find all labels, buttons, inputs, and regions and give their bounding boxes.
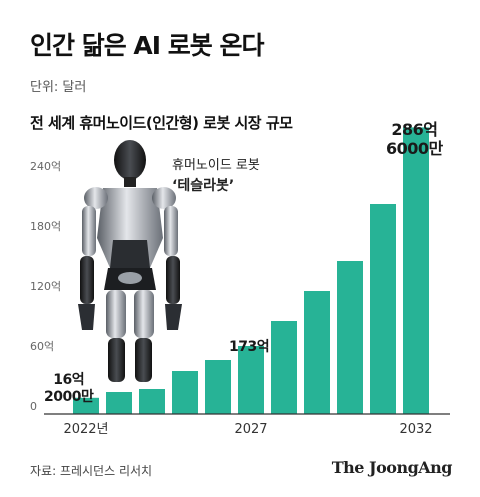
bar-2027 bbox=[238, 346, 264, 414]
robot-caption: 휴머노이드 로봇 ‘테슬라봇’ bbox=[172, 156, 260, 196]
robot-illustration bbox=[78, 140, 182, 382]
x-tick-label: 2022년 bbox=[63, 422, 108, 437]
y-tick-label: 240억 bbox=[30, 160, 61, 173]
callout-2027: 173억 bbox=[229, 339, 270, 355]
callout-2022-line2: 2000만 bbox=[44, 389, 94, 405]
bar-2032 bbox=[403, 127, 429, 415]
callout-2022-line1: 16억 bbox=[53, 372, 85, 388]
y-tick-label: 120억 bbox=[30, 280, 61, 293]
publisher-logo: The JoongAng bbox=[331, 458, 453, 477]
callout-2032-line1: 286억 bbox=[391, 120, 438, 139]
bar-2026 bbox=[205, 360, 231, 414]
robot-caption-name: ‘테슬라봇’ bbox=[172, 178, 235, 194]
bar-2029 bbox=[304, 291, 330, 414]
callout-2032-line2: 6000만 bbox=[386, 139, 443, 158]
callout-2022: 16억 2000만 bbox=[44, 372, 94, 406]
chart-subtitle: 전 세계 휴머노이드(인간형) 로봇 시장 규모 bbox=[30, 114, 293, 132]
headline: 인간 닮은 AI 로봇 온다 bbox=[30, 31, 264, 60]
bar-2025 bbox=[172, 371, 198, 414]
bar-2030 bbox=[337, 261, 363, 414]
source-note: 자료: 프레시던스 리서치 bbox=[30, 464, 153, 478]
callout-2032: 286억 6000만 bbox=[386, 120, 443, 158]
unit-label: 단위: 달러 bbox=[30, 80, 87, 95]
y-tick-label: 60억 bbox=[30, 340, 54, 353]
bar-2023 bbox=[106, 392, 132, 414]
y-tick-label: 0 bbox=[30, 400, 37, 413]
bar-2031 bbox=[370, 204, 396, 414]
x-tick-label: 2032 bbox=[399, 422, 432, 437]
bar-2022 bbox=[73, 397, 99, 414]
robot-caption-line1: 휴머노이드 로봇 bbox=[172, 158, 260, 173]
bar-2024 bbox=[139, 389, 165, 414]
bar-2028 bbox=[271, 321, 297, 414]
y-tick-label: 180억 bbox=[30, 220, 61, 233]
x-tick-label: 2027 bbox=[234, 422, 267, 437]
